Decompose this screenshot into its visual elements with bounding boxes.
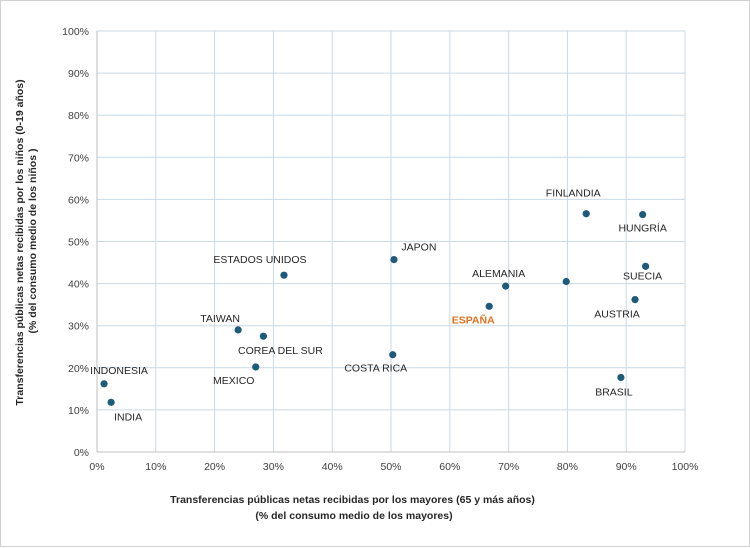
data-point — [485, 302, 493, 310]
y-tick-label: 30% — [68, 321, 89, 333]
y-tick-label: 50% — [68, 237, 89, 249]
x-tick-label: 80% — [557, 461, 578, 473]
x-tick-label: 10% — [145, 461, 166, 473]
point-label: FINLANDIA — [546, 188, 601, 200]
x-tick-label: 30% — [263, 461, 284, 473]
y-tick-label: 80% — [68, 110, 89, 122]
y-tick-label: 60% — [68, 194, 89, 206]
data-point — [390, 256, 398, 264]
data-point — [582, 210, 590, 218]
point-label: BRASIL — [595, 386, 633, 398]
point-label: COSTA RICA — [344, 363, 407, 375]
x-tick-label: 40% — [322, 461, 343, 473]
point-label: ESPAÑA — [452, 313, 495, 326]
gridlines — [96, 30, 686, 453]
data-point — [389, 351, 397, 359]
x-tick-label: 50% — [380, 461, 401, 473]
x-tick-labels: 0% 10% 20% 30% 40% 50% 60% 70% 80% 90% 100% — [89, 461, 698, 473]
data-point — [100, 380, 108, 388]
point-label: HUNGRÍA — [618, 222, 666, 235]
x-tick-label: 20% — [204, 461, 225, 473]
point-label: COREA DEL SUR — [238, 345, 323, 357]
data-point — [562, 277, 570, 286]
y-tick-labels: 0% 10% 20% 30% 40% 50% 60% 70% 80% 90% 100% — [62, 26, 89, 459]
x-tick-label: 70% — [498, 461, 519, 473]
point-label: INDONESIA — [90, 365, 148, 377]
data-point — [631, 295, 639, 304]
y-tick-label: 90% — [68, 68, 89, 80]
x-tick-label: 100% — [672, 461, 699, 473]
point-labels: INDONESIA INDIA TAIWAN COREA DEL SUR MEXICO E… — [90, 188, 667, 424]
point-label: JAPON — [401, 242, 436, 254]
y-tick-label: 100% — [62, 26, 89, 38]
y-axis-title: Transferencias públicas netas recibidas … — [14, 76, 39, 405]
point-label: MEXICO — [213, 375, 254, 387]
data-point — [252, 363, 260, 371]
data-point — [642, 262, 650, 270]
x-tick-label: 60% — [439, 461, 460, 473]
y-tick-label: 10% — [68, 405, 89, 417]
data-point — [234, 326, 242, 334]
data-point — [617, 373, 625, 382]
y-tick-label: 70% — [68, 152, 89, 164]
x-tick-label: 0% — [89, 461, 104, 473]
data-point — [639, 210, 647, 219]
y-tick-label: 20% — [68, 363, 89, 375]
y-tick-label: 40% — [68, 279, 89, 291]
point-label: INDIA — [114, 411, 142, 423]
data-point — [502, 282, 510, 290]
x-axis-title: Transferencias públicas netas recibidas … — [170, 494, 538, 522]
data-point — [280, 271, 288, 279]
y-tick-label: 0% — [74, 447, 89, 459]
point-label: ESTADOS UNIDOS — [213, 254, 306, 266]
point-label: TAIWAN — [200, 313, 240, 325]
data-point — [259, 332, 268, 340]
point-label: AUSTRIA — [594, 309, 640, 321]
point-label: SUECIA — [623, 270, 662, 282]
data-point — [107, 398, 115, 406]
data-points — [100, 210, 650, 406]
point-label: ALEMANIA — [472, 268, 525, 280]
x-tick-label: 90% — [616, 461, 637, 473]
